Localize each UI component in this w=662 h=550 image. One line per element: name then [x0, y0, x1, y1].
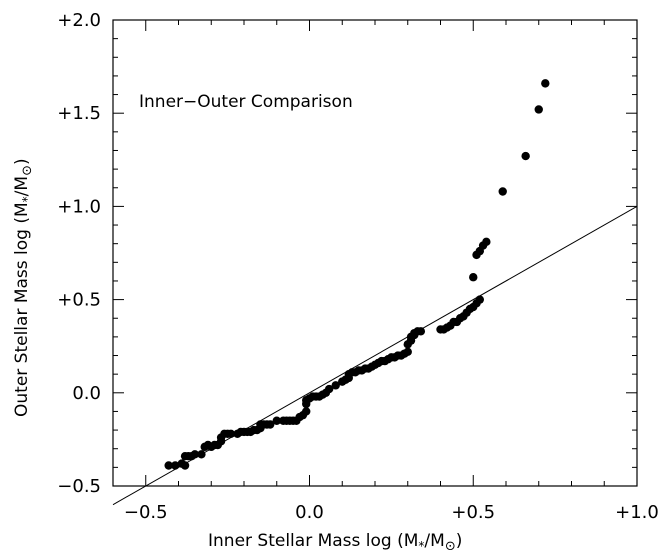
data-point: [403, 347, 412, 356]
data-point: [324, 384, 334, 394]
data-point: [272, 416, 281, 425]
y-tick-labels: −0.5 0.0 +0.5 +1.0 +1.5 +2.0: [57, 10, 101, 497]
y-tick-label: +1.0: [57, 196, 101, 217]
data-point: [416, 327, 426, 336]
data-point: [226, 429, 236, 439]
data-point: [171, 461, 180, 470]
x-axis-label: Inner Stellar Mass log (M*/M⊙): [208, 531, 462, 550]
data-point: [197, 450, 206, 459]
x-tick-label: −0.5: [124, 502, 168, 523]
plot-frame: [112, 19, 638, 487]
x-tick-labels: −0.5 0.0 +0.5 +1.0: [124, 502, 659, 523]
data-point: [469, 273, 478, 282]
data-points: [164, 79, 550, 470]
x-tick-label: +0.5: [451, 502, 495, 523]
axis-ticks: [112, 19, 638, 487]
x-tick-label: 0.0: [295, 502, 324, 523]
x-tick-label: +1.0: [615, 502, 659, 523]
data-point: [534, 105, 543, 114]
y-tick-label: 0.0: [72, 383, 101, 404]
y-tick-label: +2.0: [57, 10, 101, 31]
data-point: [331, 381, 340, 390]
y-tick-label: +0.5: [57, 290, 101, 311]
data-point: [482, 237, 491, 247]
data-point: [521, 151, 530, 161]
y-tick-label: +1.5: [57, 103, 101, 124]
data-point: [180, 461, 190, 470]
data-point: [190, 450, 200, 459]
y-tick-label: −0.5: [57, 476, 101, 497]
data-point: [498, 187, 507, 196]
data-point: [541, 79, 550, 88]
chart-annotation: Inner−Outer Comparison: [139, 92, 353, 112]
y-axis-label: Outer Stellar Mass log (M*/M⊙): [12, 158, 35, 417]
data-point: [164, 461, 173, 470]
data-point: [302, 407, 311, 416]
data-point: [475, 295, 484, 304]
data-point: [266, 420, 275, 429]
